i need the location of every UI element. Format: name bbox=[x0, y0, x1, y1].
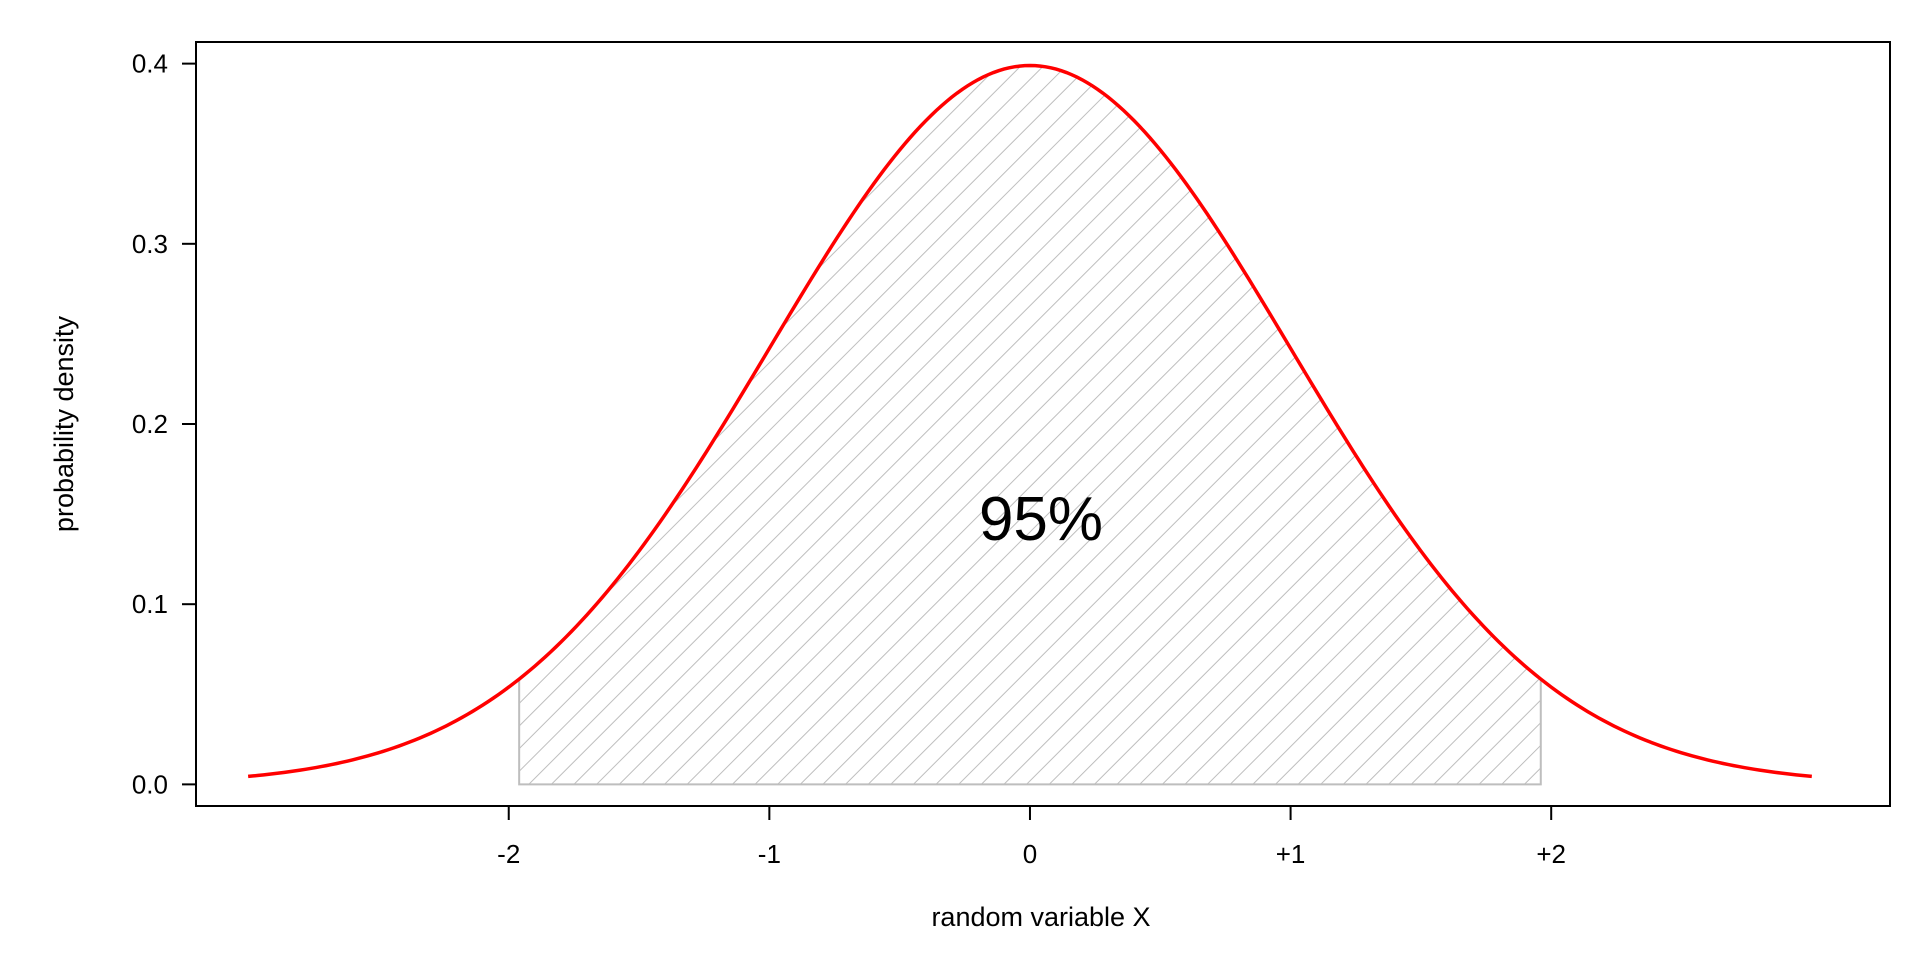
shaded-area-fill bbox=[519, 65, 1541, 785]
y-tick-label: 0.3 bbox=[132, 229, 168, 259]
y-tick-label: 0.0 bbox=[132, 769, 168, 799]
y-axis-label: probability density bbox=[49, 315, 79, 532]
y-axis: 0.0 0.1 0.2 0.3 0.4 bbox=[132, 49, 197, 799]
y-tick-label: 0.1 bbox=[132, 589, 168, 619]
percentage-annotation: 95% bbox=[979, 485, 1103, 554]
x-tick-label: 0 bbox=[1023, 839, 1037, 869]
y-tick-label: 0.4 bbox=[132, 49, 168, 79]
shaded-region bbox=[518, 64, 1542, 786]
density-curve bbox=[247, 63, 1812, 779]
x-tick-label: +1 bbox=[1276, 839, 1306, 869]
x-tick-label: -2 bbox=[497, 839, 520, 869]
x-tick-label: +2 bbox=[1536, 839, 1566, 869]
y-tick-label: 0.2 bbox=[132, 409, 168, 439]
x-axis-label: random variable X bbox=[931, 902, 1150, 932]
x-axis: -2 -1 0 +1 +2 bbox=[497, 805, 1566, 869]
x-tick-label: -1 bbox=[758, 839, 781, 869]
